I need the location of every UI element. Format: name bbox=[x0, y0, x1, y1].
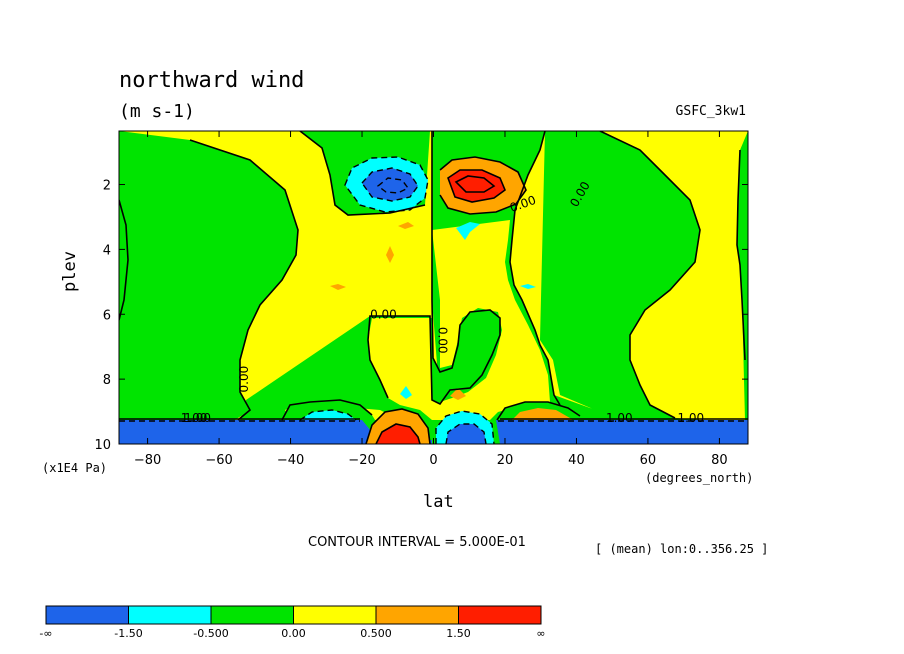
contour-label: 0.00 bbox=[370, 307, 397, 321]
x-tick-label: 80 bbox=[711, 453, 728, 468]
region-positive-strong-surface bbox=[376, 424, 420, 444]
spot-positive-1 bbox=[398, 222, 414, 229]
colorbar-swatch bbox=[293, 605, 377, 625]
region-negative-strong-surface bbox=[446, 424, 486, 444]
region-negative-weak-east-band bbox=[540, 131, 700, 420]
contour-pos-upper-2 bbox=[447, 169, 506, 203]
region-negative-weak-east bbox=[737, 131, 748, 420]
y-tick-label: 6 bbox=[103, 308, 111, 323]
dataset-name: GSFC_3kw1 bbox=[675, 104, 746, 119]
contour-pos-surface-2 bbox=[375, 423, 421, 444]
colorbar-swatch bbox=[128, 605, 212, 625]
contour-zero-wave bbox=[281, 399, 373, 421]
contour-zero-far-east bbox=[736, 149, 746, 361]
colorbar-label: 0.500 bbox=[360, 627, 392, 640]
colorbar-label: -0.500 bbox=[193, 627, 228, 640]
colorbar-swatch bbox=[45, 605, 129, 625]
colorbar-swatch bbox=[210, 605, 294, 625]
colorbar-label: -1.50 bbox=[114, 627, 142, 640]
x-axis-units: (degrees_north) bbox=[645, 471, 754, 485]
contour-pos-upper-3 bbox=[454, 175, 496, 193]
spot-positive-4 bbox=[450, 388, 466, 400]
subset-label: [ (mean) lon:0..356.25 ] bbox=[595, 542, 769, 556]
contour-zero-upper-left bbox=[299, 131, 426, 216]
region-negative-weak-west bbox=[119, 131, 298, 420]
contour-zero-center bbox=[367, 131, 501, 406]
colorbar-swatch bbox=[375, 605, 459, 625]
x-axis-label: lat bbox=[423, 492, 454, 512]
contour-pos-upper-1 bbox=[439, 156, 527, 215]
spot-negative-3 bbox=[400, 386, 412, 399]
x-tick-label: −20 bbox=[348, 453, 375, 468]
contour-label: 1.00 bbox=[181, 411, 208, 425]
colorbar-label: 1.50 bbox=[446, 627, 471, 640]
chart-title: northward wind bbox=[119, 68, 305, 93]
contour-neg-upper-3 bbox=[376, 177, 410, 194]
x-axis: −80 −60 −40 −20 0 20 40 60 80 bbox=[134, 131, 728, 468]
y-axis-units: (x1E4 Pa) bbox=[42, 461, 108, 475]
contour-zero-wave-right bbox=[496, 401, 581, 421]
colorbar-label: ∞ bbox=[536, 627, 545, 640]
contour-label: 0.00 bbox=[237, 366, 251, 393]
x-tick-label: 40 bbox=[568, 453, 585, 468]
contour-label: 1.00 bbox=[606, 411, 633, 425]
contour-zero-east bbox=[599, 131, 701, 419]
spot-positive-2 bbox=[386, 246, 394, 263]
colorbar-label: 0.00 bbox=[281, 627, 306, 640]
contour-neg-surface-2 bbox=[445, 423, 487, 444]
chart-units: (m s-1) bbox=[119, 101, 195, 122]
contour-labels: 0.000.000.000.000.001.00 1.00 1.001.00 bbox=[181, 179, 704, 425]
y-tick-label: 8 bbox=[103, 373, 111, 388]
x-tick-label: 0 bbox=[429, 453, 437, 468]
y-axis: 2 4 6 8 10 bbox=[94, 179, 748, 453]
contour-zero-left bbox=[189, 139, 299, 421]
y-tick-label: 10 bbox=[94, 438, 111, 453]
contour-zero-right bbox=[509, 131, 561, 406]
spot-positive-3 bbox=[330, 284, 346, 290]
contour-label: 0.00 bbox=[435, 327, 449, 354]
colorbar-swatch bbox=[458, 605, 542, 625]
y-tick-label: 4 bbox=[103, 243, 111, 258]
region-positive-mid-surface-right bbox=[512, 408, 572, 420]
contour-label: 1.00 bbox=[677, 411, 704, 425]
region-positive-weak-u bbox=[432, 220, 550, 420]
contour-neg-wave bbox=[299, 409, 357, 421]
x-tick-label: −60 bbox=[205, 453, 232, 468]
contour-neg-upper-1 bbox=[344, 156, 429, 213]
y-tick-label: 2 bbox=[103, 179, 111, 194]
contour-neg-surface-1 bbox=[435, 410, 495, 444]
contour-neg-upper-2 bbox=[361, 167, 419, 202]
contour-pos-surface-1 bbox=[365, 408, 431, 444]
region-negative-strong-upper bbox=[362, 168, 418, 201]
x-tick-label: 20 bbox=[497, 453, 514, 468]
spot-negative-2 bbox=[520, 284, 536, 289]
contour-interval-label: CONTOUR INTERVAL = 5.000E-01 bbox=[308, 535, 526, 550]
contour-zero-west bbox=[119, 199, 129, 321]
contour-label: 1.00 bbox=[184, 411, 211, 425]
x-tick-label: 60 bbox=[640, 453, 657, 468]
colorbar-label: -∞ bbox=[39, 627, 52, 640]
spot-negative-1 bbox=[456, 222, 480, 240]
region-negative-weak-loop bbox=[240, 310, 500, 420]
colorbar: -∞ -1.50 -0.500 0.00 0.500 1.50 ∞ bbox=[39, 605, 546, 640]
x-tick-label: −80 bbox=[134, 453, 161, 468]
x-tick-label: −40 bbox=[277, 453, 304, 468]
